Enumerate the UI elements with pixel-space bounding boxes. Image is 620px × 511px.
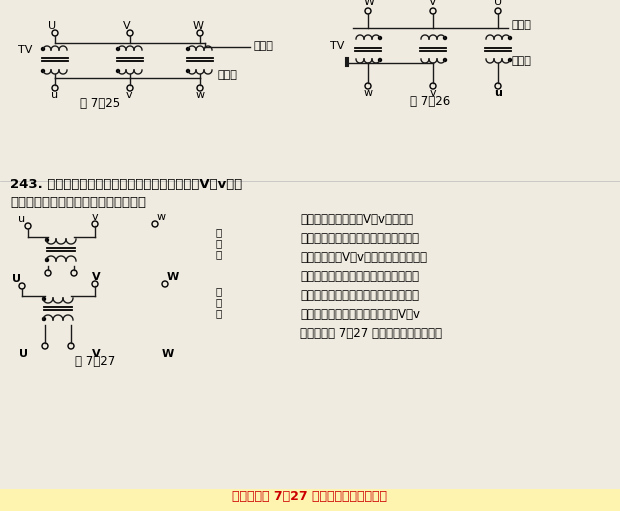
Circle shape bbox=[43, 317, 45, 320]
Text: 第一相绕组正极与负极连接而成开口角: 第一相绕组正极与负极连接而成开口角 bbox=[300, 270, 419, 283]
Text: V: V bbox=[429, 0, 436, 7]
Text: W: W bbox=[364, 0, 375, 7]
Text: 侧: 侧 bbox=[216, 249, 222, 259]
Circle shape bbox=[45, 239, 48, 242]
Text: u: u bbox=[494, 88, 502, 98]
Text: 图 7－25: 图 7－25 bbox=[80, 97, 120, 110]
Text: U: U bbox=[19, 349, 28, 359]
Text: V: V bbox=[92, 272, 100, 282]
Circle shape bbox=[43, 297, 45, 300]
Text: v: v bbox=[430, 88, 436, 98]
Text: u: u bbox=[18, 214, 25, 224]
Text: W: W bbox=[167, 272, 179, 282]
Text: 绕组后就是（V，v型）开口角接线亦即: 绕组后就是（V，v型）开口角接线亦即 bbox=[300, 251, 427, 264]
Circle shape bbox=[187, 69, 190, 73]
Text: v: v bbox=[92, 212, 99, 222]
Text: U: U bbox=[12, 274, 21, 284]
Circle shape bbox=[508, 58, 512, 61]
Text: 二次侧: 二次侧 bbox=[218, 70, 238, 80]
Text: 型），如图 7－27 所示的极性接法是正极: 型），如图 7－27 所示的极性接法是正极 bbox=[300, 327, 442, 340]
Text: U: U bbox=[494, 0, 502, 7]
Text: 形接线，不能同极性相连接。这种接线: 形接线，不能同极性相连接。这种接线 bbox=[300, 289, 419, 302]
Text: 方法是在采用三角形接线中，取去一组: 方法是在采用三角形接线中，取去一组 bbox=[300, 232, 419, 245]
Text: V: V bbox=[123, 21, 131, 31]
Circle shape bbox=[508, 36, 512, 39]
Text: w: w bbox=[364, 88, 373, 98]
Text: 243. 试述高压计量装置中电压互感器开口角形（V，v型）: 243. 试述高压计量装置中电压互感器开口角形（V，v型） bbox=[10, 178, 242, 191]
Text: W: W bbox=[193, 21, 204, 31]
Text: TV: TV bbox=[18, 45, 32, 55]
Circle shape bbox=[117, 69, 120, 73]
Text: w: w bbox=[196, 90, 205, 100]
Text: W: W bbox=[162, 349, 174, 359]
Circle shape bbox=[117, 48, 120, 51]
Text: V: V bbox=[92, 349, 100, 359]
Text: 正确接线的方法，并绘出接线图说明。: 正确接线的方法，并绘出接线图说明。 bbox=[10, 196, 146, 209]
Text: 二次侧: 二次侧 bbox=[511, 56, 531, 66]
Text: v: v bbox=[126, 90, 133, 100]
Text: TV: TV bbox=[330, 41, 344, 51]
Circle shape bbox=[378, 58, 381, 61]
Text: u: u bbox=[51, 90, 58, 100]
Text: 次: 次 bbox=[216, 297, 222, 307]
Circle shape bbox=[378, 36, 381, 39]
Text: 一次侧: 一次侧 bbox=[511, 20, 531, 30]
Circle shape bbox=[42, 48, 45, 51]
Text: 图 7－26: 图 7－26 bbox=[410, 95, 450, 108]
Text: 次: 次 bbox=[216, 238, 222, 248]
Text: 答：电压互感器的（V，v型）接线: 答：电压互感器的（V，v型）接线 bbox=[300, 213, 413, 226]
Text: 侧: 侧 bbox=[216, 308, 222, 318]
Text: 是用两具单相电压互感器接成（V，v: 是用两具单相电压互感器接成（V，v bbox=[300, 308, 420, 321]
Text: w: w bbox=[157, 212, 166, 222]
Text: 二: 二 bbox=[216, 286, 222, 296]
Circle shape bbox=[187, 48, 190, 51]
Text: 型），如图 7－27 所示的极性接法是正极: 型），如图 7－27 所示的极性接法是正极 bbox=[232, 490, 388, 503]
Circle shape bbox=[443, 58, 446, 61]
Circle shape bbox=[443, 36, 446, 39]
Text: 一次侧: 一次侧 bbox=[253, 41, 273, 51]
FancyBboxPatch shape bbox=[0, 489, 620, 511]
Text: 二: 二 bbox=[216, 227, 222, 237]
Text: 图 7－27: 图 7－27 bbox=[75, 355, 115, 368]
Circle shape bbox=[45, 259, 48, 262]
Text: U: U bbox=[48, 21, 56, 31]
Circle shape bbox=[42, 69, 45, 73]
